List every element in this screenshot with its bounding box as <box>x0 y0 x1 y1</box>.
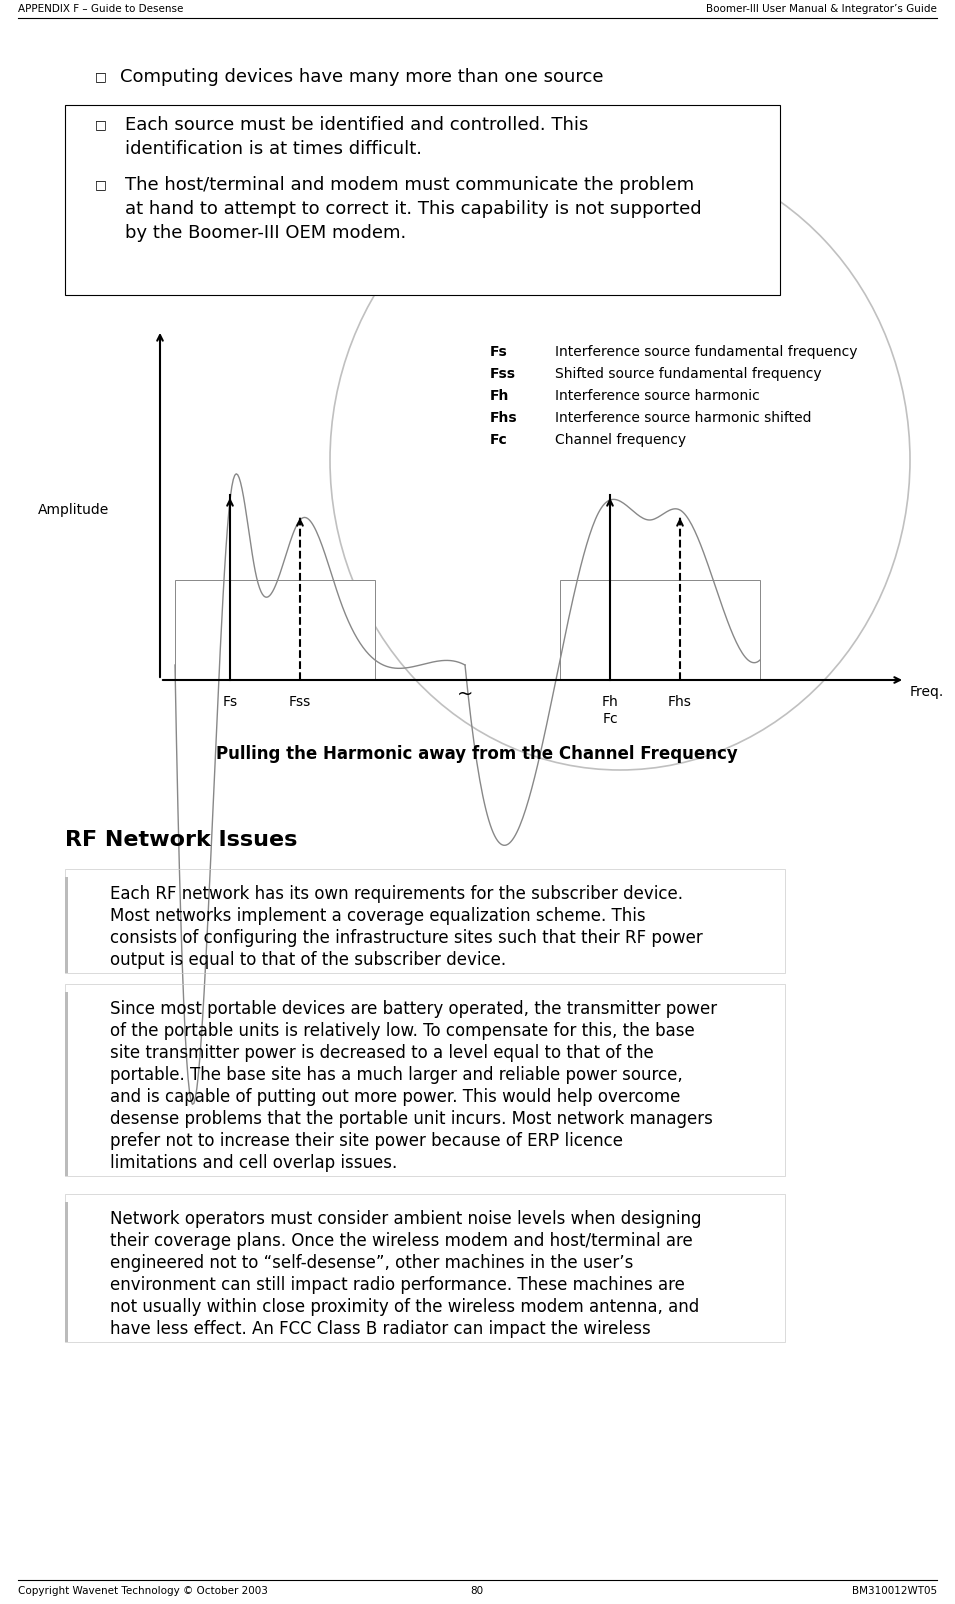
Text: Amplitude: Amplitude <box>38 504 109 516</box>
Text: and is capable of putting out more power. This would help overcome: and is capable of putting out more power… <box>110 1088 680 1107</box>
Text: Most networks implement a coverage equalization scheme. This: Most networks implement a coverage equal… <box>110 906 646 926</box>
Bar <box>65 877 68 974</box>
Text: Fh: Fh <box>602 695 619 709</box>
Text: Fc: Fc <box>490 433 508 448</box>
Text: Pulling the Harmonic away from the Channel Frequency: Pulling the Harmonic away from the Chann… <box>216 744 738 764</box>
Text: □: □ <box>95 178 107 191</box>
Text: by the Boomer-III OEM modem.: by the Boomer-III OEM modem. <box>125 225 406 242</box>
Text: Each source must be identified and controlled. This: Each source must be identified and contr… <box>125 115 588 135</box>
Bar <box>65 104 780 295</box>
Text: Interference source fundamental frequency: Interference source fundamental frequenc… <box>555 345 858 359</box>
Text: consists of configuring the infrastructure sites such that their RF power: consists of configuring the infrastructu… <box>110 929 703 946</box>
Text: APPENDIX F – Guide to Desense: APPENDIX F – Guide to Desense <box>18 3 183 14</box>
Bar <box>65 1201 68 1343</box>
Bar <box>560 581 760 680</box>
Text: Boomer-III User Manual & Integrator’s Guide: Boomer-III User Manual & Integrator’s Gu… <box>706 3 937 14</box>
Text: Channel frequency: Channel frequency <box>555 433 686 448</box>
Text: ~: ~ <box>456 685 473 704</box>
Text: identification is at times difficult.: identification is at times difficult. <box>125 140 422 159</box>
Text: □: □ <box>95 119 107 132</box>
Text: limitations and cell overlap issues.: limitations and cell overlap issues. <box>110 1153 397 1173</box>
Text: Fss: Fss <box>288 695 311 709</box>
Text: environment can still impact radio performance. These machines are: environment can still impact radio perfo… <box>110 1277 685 1294</box>
Text: have less effect. An FCC Class B radiator can impact the wireless: have less effect. An FCC Class B radiato… <box>110 1320 650 1338</box>
Text: Fhs: Fhs <box>490 411 518 425</box>
Text: Interference source harmonic shifted: Interference source harmonic shifted <box>555 411 812 425</box>
Bar <box>65 991 68 1176</box>
Text: Fss: Fss <box>490 367 516 382</box>
Text: Fs: Fs <box>490 345 508 359</box>
Text: Copyright Wavenet Technology © October 2003: Copyright Wavenet Technology © October 2… <box>18 1586 267 1596</box>
Text: Fs: Fs <box>223 695 238 709</box>
Text: Fhs: Fhs <box>668 695 692 709</box>
Text: engineered not to “self-desense”, other machines in the user’s: engineered not to “self-desense”, other … <box>110 1254 633 1272</box>
Text: desense problems that the portable unit incurs. Most network managers: desense problems that the portable unit … <box>110 1110 712 1128</box>
Text: their coverage plans. Once the wireless modem and host/terminal are: their coverage plans. Once the wireless … <box>110 1232 692 1250</box>
Text: prefer not to increase their site power because of ERP licence: prefer not to increase their site power … <box>110 1132 623 1150</box>
Text: Shifted source fundamental frequency: Shifted source fundamental frequency <box>555 367 821 382</box>
Text: BM310012WT05: BM310012WT05 <box>852 1586 937 1596</box>
Text: not usually within close proximity of the wireless modem antenna, and: not usually within close proximity of th… <box>110 1298 699 1315</box>
Text: Computing devices have many more than one source: Computing devices have many more than on… <box>120 67 604 87</box>
Text: The host/terminal and modem must communicate the problem: The host/terminal and modem must communi… <box>125 176 694 194</box>
Bar <box>175 581 375 680</box>
Text: of the portable units is relatively low. To compensate for this, the base: of the portable units is relatively low.… <box>110 1022 694 1039</box>
Text: site transmitter power is decreased to a level equal to that of the: site transmitter power is decreased to a… <box>110 1044 654 1062</box>
Text: output is equal to that of the subscriber device.: output is equal to that of the subscribe… <box>110 951 506 969</box>
Text: Freq.: Freq. <box>910 685 944 699</box>
Text: portable. The base site has a much larger and reliable power source,: portable. The base site has a much large… <box>110 1067 683 1084</box>
Text: 80: 80 <box>471 1586 483 1596</box>
Text: at hand to attempt to correct it. This capability is not supported: at hand to attempt to correct it. This c… <box>125 200 702 218</box>
Text: Each RF network has its own requirements for the subscriber device.: Each RF network has its own requirements… <box>110 885 683 903</box>
Bar <box>65 869 785 974</box>
Text: Since most portable devices are battery operated, the transmitter power: Since most portable devices are battery … <box>110 999 717 1019</box>
Text: Interference source harmonic: Interference source harmonic <box>555 390 760 403</box>
Text: RF Network Issues: RF Network Issues <box>65 829 297 850</box>
Text: □: □ <box>95 71 107 83</box>
Text: Fh: Fh <box>490 390 509 403</box>
Bar <box>65 983 785 1176</box>
Text: Fc: Fc <box>603 712 618 727</box>
Bar <box>65 1193 785 1343</box>
Text: Network operators must consider ambient noise levels when designing: Network operators must consider ambient … <box>110 1209 702 1229</box>
